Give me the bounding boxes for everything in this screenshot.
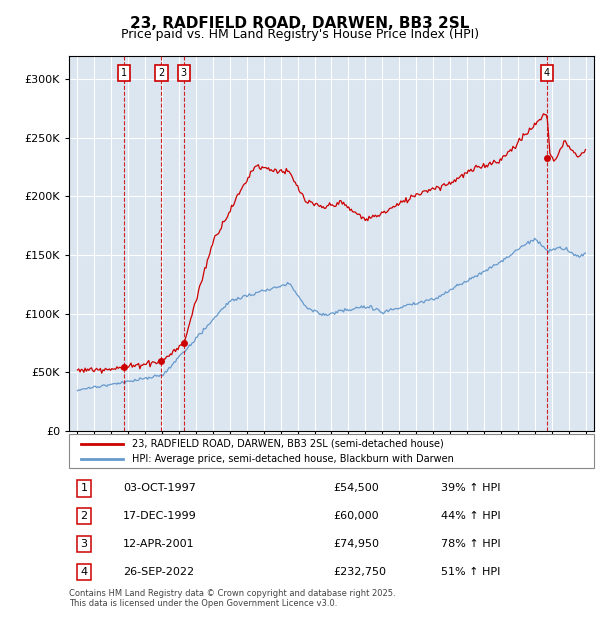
Text: 23, RADFIELD ROAD, DARWEN, BB3 2SL: 23, RADFIELD ROAD, DARWEN, BB3 2SL [130,16,470,30]
Text: £74,950: £74,950 [333,539,379,549]
Text: 17-DEC-1999: 17-DEC-1999 [123,511,197,521]
Text: HPI: Average price, semi-detached house, Blackburn with Darwen: HPI: Average price, semi-detached house,… [132,454,454,464]
Text: 4: 4 [544,68,550,78]
Text: 12-APR-2001: 12-APR-2001 [123,539,194,549]
Text: 78% ↑ HPI: 78% ↑ HPI [441,539,500,549]
Text: £60,000: £60,000 [333,511,379,521]
Text: 23, RADFIELD ROAD, DARWEN, BB3 2SL (semi-detached house): 23, RADFIELD ROAD, DARWEN, BB3 2SL (semi… [132,438,444,448]
Text: 2: 2 [158,68,164,78]
Text: Price paid vs. HM Land Registry's House Price Index (HPI): Price paid vs. HM Land Registry's House … [121,28,479,41]
Text: 39% ↑ HPI: 39% ↑ HPI [441,483,500,494]
Text: 4: 4 [80,567,88,577]
Text: £54,500: £54,500 [333,483,379,494]
Text: 26-SEP-2022: 26-SEP-2022 [123,567,194,577]
Text: 03-OCT-1997: 03-OCT-1997 [123,483,196,494]
Text: 3: 3 [80,539,88,549]
Text: 1: 1 [80,483,88,494]
Text: 51% ↑ HPI: 51% ↑ HPI [441,567,500,577]
Text: £232,750: £232,750 [333,567,386,577]
Text: 3: 3 [181,68,187,78]
Text: Contains HM Land Registry data © Crown copyright and database right 2025.
This d: Contains HM Land Registry data © Crown c… [69,589,395,608]
Text: 44% ↑ HPI: 44% ↑ HPI [441,511,500,521]
Text: 2: 2 [80,511,88,521]
Text: 1: 1 [121,68,127,78]
